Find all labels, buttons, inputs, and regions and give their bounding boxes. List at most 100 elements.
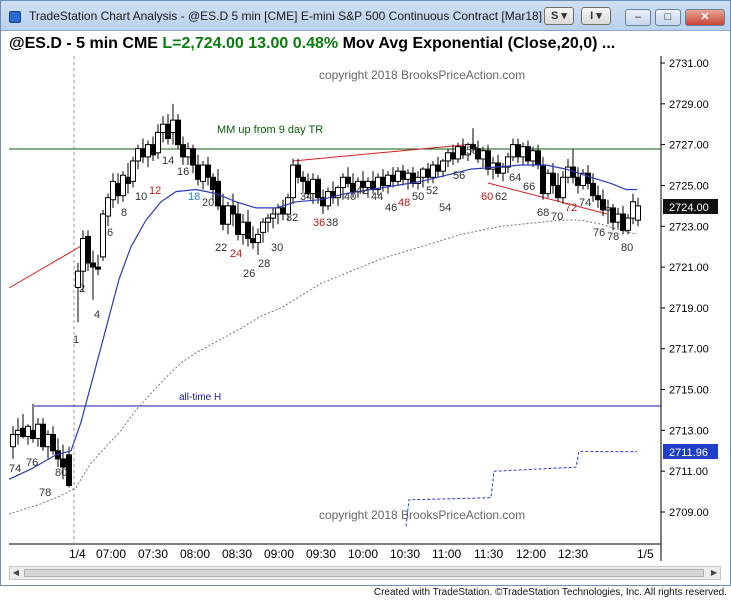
- bar-count-label: 14: [162, 155, 174, 167]
- title-bar[interactable]: TradeStation Chart Analysis - @ES.D 5 mi…: [1, 1, 730, 31]
- indicator-label[interactable]: Mov Avg Exponential (Close,20,0) ...: [342, 35, 616, 52]
- minimize-button[interactable]: –: [625, 9, 651, 26]
- bar-count-label: 42: [356, 185, 368, 197]
- price-chart[interactable]: 2731.00 2729.00 2727.00 2725.00 2723.00 2721.…: [1, 1, 730, 587]
- candle-up: [80, 238, 86, 272]
- candle-up: [225, 205, 231, 225]
- price-tick-label: 2713.00: [669, 425, 709, 437]
- candle-down: [515, 144, 521, 158]
- bar-count-label: 68: [537, 207, 549, 219]
- scrollbar-thumb[interactable]: [24, 569, 704, 577]
- candle-down: [85, 235, 91, 264]
- window-title: TradeStation Chart Analysis - @ES.D 5 mi…: [29, 9, 543, 23]
- copyright-bottom: copyright 2018 BrooksPriceAction.com: [319, 508, 525, 522]
- time-tick-label: 09:00: [264, 547, 294, 561]
- last-price-badge: [663, 199, 718, 214]
- red-trendline-3[interactable]: [487, 182, 608, 215]
- candle-down: [345, 176, 351, 184]
- candle-up: [545, 172, 551, 195]
- candle-up: [290, 164, 296, 199]
- bar-count-label: 2: [79, 283, 85, 295]
- i-button-label: I: [590, 10, 594, 22]
- bar-count-label: 30: [271, 242, 283, 254]
- avg-price-badge: [663, 444, 718, 459]
- candle-up: [415, 176, 421, 184]
- candle-down: [525, 146, 531, 162]
- scroll-left-icon[interactable]: ◀: [12, 568, 20, 577]
- candle-up: [465, 144, 471, 156]
- bar-count-label: 24: [230, 248, 242, 260]
- candle-up: [625, 217, 631, 231]
- last-price-badge-text: 2724.00: [669, 202, 709, 214]
- candle-down: [235, 213, 241, 235]
- candle-down: [540, 164, 546, 195]
- candle-down: [220, 205, 226, 225]
- price-tick-label: 2729.00: [669, 99, 709, 111]
- candle-down: [180, 144, 186, 158]
- horizontal-scrollbar[interactable]: ◀ ▶: [9, 566, 721, 580]
- bar-count-label: 28: [258, 258, 270, 270]
- price-tick-label: 2725.00: [669, 180, 709, 192]
- candle-up: [170, 119, 176, 133]
- bar-count-label: 70: [551, 211, 563, 223]
- time-tick-label: 08:00: [180, 547, 210, 561]
- candle-down: [295, 164, 301, 178]
- bar-count-label: 76: [593, 227, 605, 239]
- time-tick-label: 1/4: [69, 547, 86, 561]
- candle-up: [105, 197, 111, 217]
- bar-count-label: 38: [326, 217, 338, 229]
- bar-count-label: 80: [621, 242, 633, 254]
- candle-down: [550, 172, 556, 186]
- bar-count-label: 66: [523, 181, 535, 193]
- candle-down: [600, 199, 606, 211]
- candle-down: [585, 172, 591, 184]
- candle-up: [385, 174, 391, 186]
- last-price-label: L=2,724.00 13.00 0.48%: [162, 35, 339, 52]
- mm-annotation: MM up from 9 day TR: [217, 124, 323, 136]
- bar-count-label: 26: [243, 268, 255, 280]
- avg-price-badge-text: 2711.96: [669, 447, 708, 459]
- red-trendline-1[interactable]: [8, 241, 89, 289]
- candle-up: [100, 213, 106, 258]
- bar-count-label: 34: [300, 191, 312, 203]
- blue-dashed-line: [405, 450, 637, 527]
- price-tick-label: 2721.00: [669, 262, 709, 274]
- candle-up: [520, 146, 526, 158]
- candle-down: [250, 238, 256, 244]
- candle-up: [420, 168, 426, 178]
- s-menu-button[interactable]: S ▾: [544, 7, 574, 25]
- time-tick-label: 07:00: [96, 547, 126, 561]
- footer-text: Created with TradeStation. ©TradeStation…: [373, 587, 727, 598]
- bar-count-label: 22: [215, 242, 227, 254]
- candle-up: [605, 207, 611, 211]
- candle-up: [135, 148, 141, 162]
- bar-count-label: 40: [344, 191, 356, 203]
- candle-up: [185, 148, 191, 158]
- candle-up: [75, 270, 81, 289]
- price-axis: 2731.00 2729.00 2727.00 2725.00 2723.00 2721.…: [661, 58, 709, 519]
- ema-line: [8, 164, 637, 480]
- time-tick-label: 12:30: [558, 547, 588, 561]
- candle-down: [380, 176, 386, 186]
- time-tick-label: 10:30: [390, 547, 420, 561]
- scroll-right-icon[interactable]: ▶: [710, 568, 718, 577]
- candle-up: [275, 207, 281, 215]
- time-tick-label: 1/5: [637, 547, 654, 561]
- maximize-button[interactable]: □: [655, 9, 681, 26]
- i-menu-button[interactable]: I ▾: [581, 7, 611, 25]
- candle-down: [495, 162, 501, 174]
- red-trendline-2[interactable]: [292, 143, 475, 162]
- candle-up: [45, 433, 51, 448]
- candle-up: [265, 217, 271, 223]
- bar-count-label: 76: [26, 457, 38, 469]
- candle-up: [530, 150, 536, 162]
- candle-down: [470, 144, 476, 150]
- bar-count-label: 20: [202, 197, 214, 209]
- footer: Created with TradeStation. ©TradeStation…: [0, 586, 731, 600]
- dotted-average-line: [8, 219, 638, 515]
- candle-up: [560, 176, 566, 199]
- bar-count-label: 60: [481, 191, 493, 203]
- close-button[interactable]: ✕: [685, 9, 725, 26]
- candle-up: [285, 197, 291, 215]
- bar-count-label: 10: [135, 191, 147, 203]
